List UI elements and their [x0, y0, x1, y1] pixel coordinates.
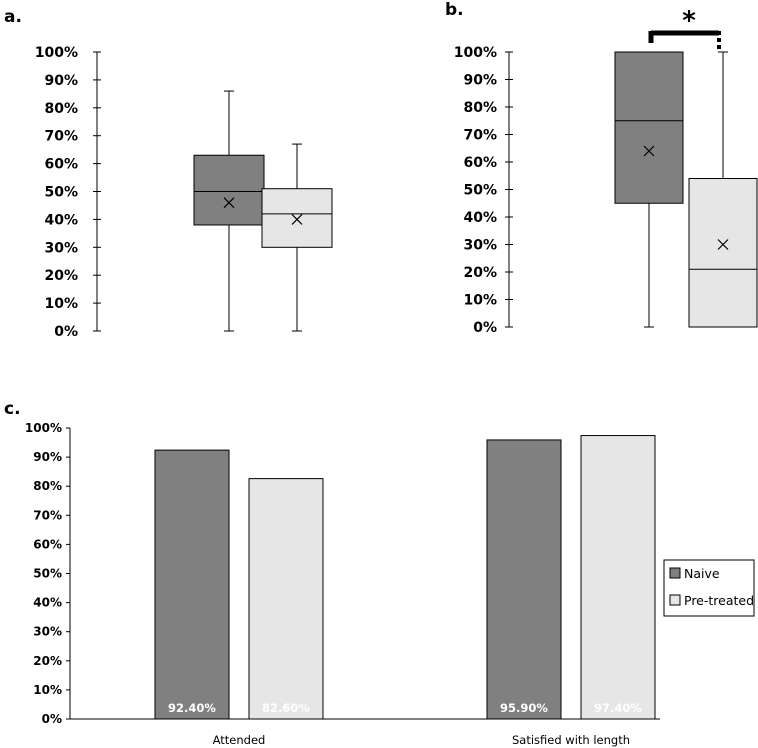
y-tick-label: 90%: [33, 450, 62, 464]
x-category-label: Attended: [213, 733, 266, 747]
mean-marker: [223, 197, 235, 209]
y-tick-label: 40%: [33, 596, 62, 610]
bar-pretreated: [248, 478, 324, 720]
y-tick-label: 10%: [44, 296, 78, 312]
y-tick-label: 0%: [42, 712, 62, 726]
y-tick-label: 50%: [44, 185, 78, 201]
y-tick-label: 20%: [463, 265, 497, 281]
panel-a-label: a.: [4, 7, 22, 27]
legend-swatch-pretreated: [669, 594, 681, 606]
y-tick-label: 100%: [35, 45, 78, 61]
bar-data-label: 92.40%: [168, 701, 216, 715]
y-tick-label: 60%: [463, 155, 497, 171]
panel-c-label: c.: [4, 399, 21, 419]
mean-marker: [291, 213, 303, 225]
y-tick-label: 40%: [44, 212, 78, 228]
bar-data-label: 97.40%: [594, 701, 642, 715]
y-tick-label: 100%: [454, 45, 497, 61]
y-tick-label: 0%: [54, 324, 78, 340]
y-tick-label: 70%: [463, 128, 497, 144]
y-tick-label: 30%: [463, 238, 497, 254]
legend: Naive Pre-treated: [663, 559, 755, 617]
box-pretreated: [261, 188, 333, 248]
panel-a-boxplot: 0% 10% 20% 30% 40% 50% 60% 70% 80% 90% 100%: [35, 45, 333, 340]
y-tick-label: 50%: [463, 183, 497, 199]
significance-star: *: [682, 6, 696, 36]
panel-c-barchart: 0% 10% 20% 30% 40% 50% 60% 70% 80% 90% 100% 92.40% 8…: [25, 421, 660, 747]
y-tick-label: 10%: [463, 293, 497, 309]
legend-swatch-naive: [669, 567, 681, 579]
bar-data-label: 95.90%: [500, 701, 548, 715]
panel-b-boxplot: 0% 10% 20% 30% 40% 50% 60% 70% 80% 90% 100% *: [454, 6, 758, 336]
legend-label-pretreated: Pre-treated: [684, 593, 754, 608]
y-tick-label: 90%: [44, 73, 78, 89]
y-tick-label: 60%: [33, 537, 62, 551]
mean-marker: [643, 145, 655, 157]
box-naive: [193, 154, 265, 226]
y-tick-label: 80%: [463, 100, 497, 116]
bar-data-label: 82.60%: [262, 701, 310, 715]
bar-naive: [486, 439, 562, 720]
bar-naive: [154, 449, 230, 720]
y-tick-label: 80%: [33, 479, 62, 493]
y-tick-label: 60%: [44, 157, 78, 173]
y-tick-label: 0%: [473, 320, 497, 336]
y-tick-label: 100%: [25, 421, 62, 435]
y-tick-label: 30%: [44, 240, 78, 256]
box-pretreated: [688, 178, 758, 328]
y-tick-label: 70%: [44, 129, 78, 145]
y-tick-label: 70%: [33, 508, 62, 522]
y-tick-label: 20%: [44, 268, 78, 284]
y-tick-label: 90%: [463, 73, 497, 89]
box-naive: [614, 51, 684, 204]
bar-pretreated: [580, 435, 656, 720]
y-tick-label: 20%: [33, 654, 62, 668]
legend-label-naive: Naive: [684, 566, 720, 581]
y-tick-label: 50%: [33, 567, 62, 581]
y-tick-label: 80%: [44, 101, 78, 117]
y-tick-label: 40%: [463, 210, 497, 226]
y-tick-label: 30%: [33, 625, 62, 639]
panel-b-label: b.: [445, 0, 464, 20]
mean-marker: [717, 239, 729, 250]
y-tick-label: 10%: [33, 683, 62, 697]
x-category-label: Satisfied with length: [512, 733, 630, 747]
